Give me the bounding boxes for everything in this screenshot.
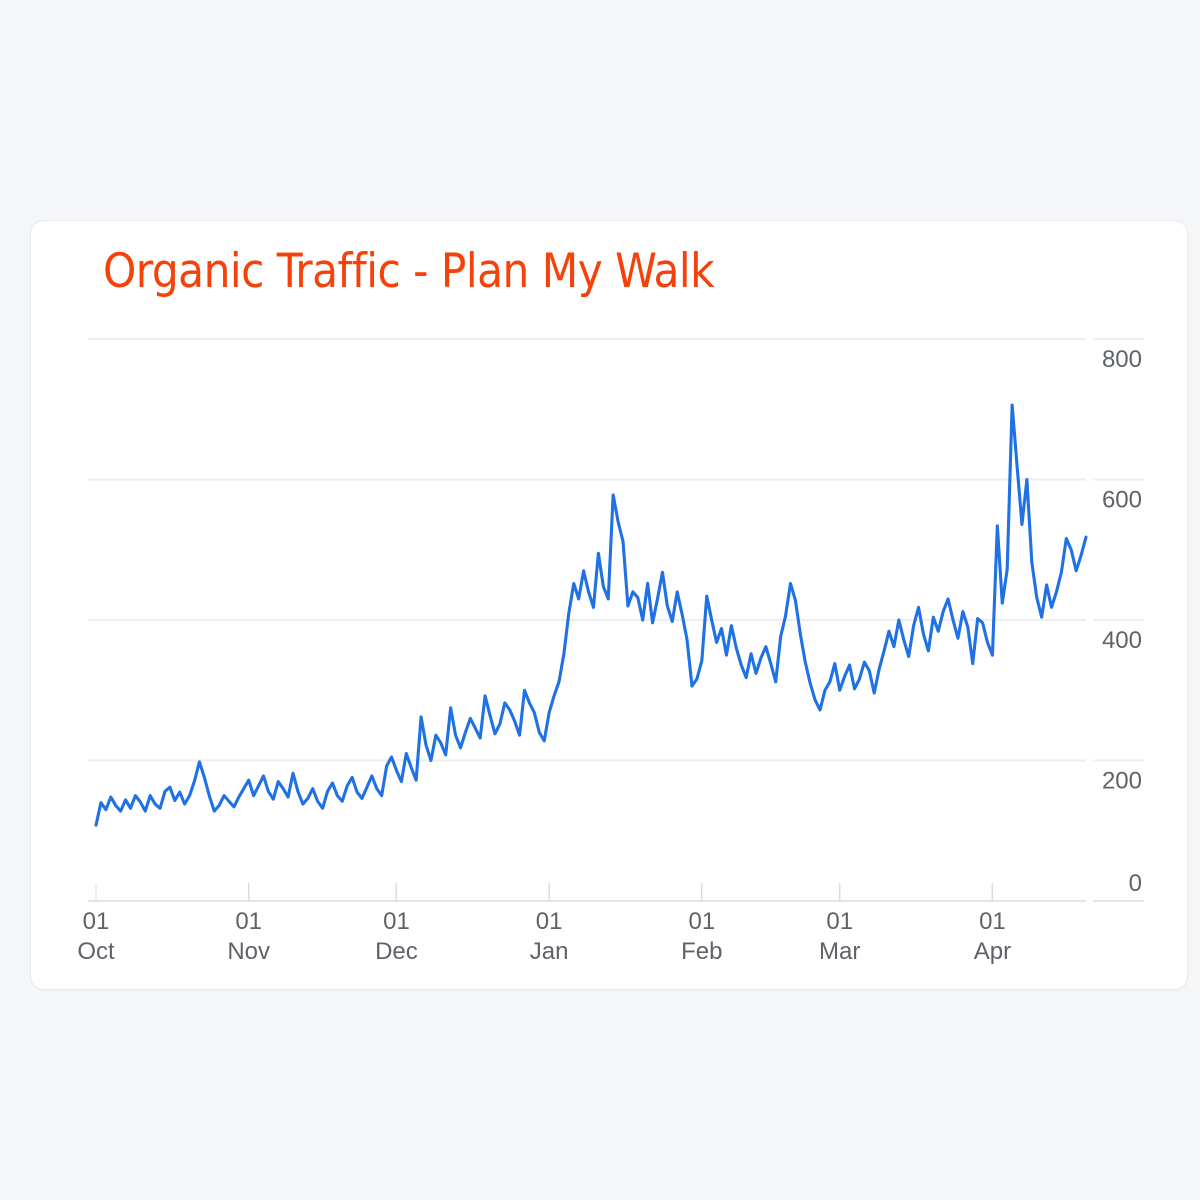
xaxis-tick-month: Feb	[681, 938, 722, 965]
xaxis-tick-month: Nov	[227, 938, 270, 965]
xaxis-tick-day: 01	[235, 908, 262, 935]
xaxis-tickmarks-group	[95, 883, 994, 901]
yaxis-tick-label: 0	[1129, 870, 1142, 897]
xaxis-tick-day: 01	[826, 908, 853, 935]
chart-plot-area: 0 200 400 600 800 01 Oct 01 Nov 01 Dec 01 Jan 01 Feb 0…	[31, 221, 1187, 989]
xaxis-tick-day: 01	[83, 908, 110, 935]
yaxis-tick-label: 600	[1102, 487, 1142, 514]
organic-traffic-line	[94, 403, 1088, 827]
yaxis-tick-label: 400	[1102, 627, 1142, 654]
xaxis-tick-day: 01	[536, 908, 563, 935]
xaxis-tick-day: 01	[383, 908, 410, 935]
xaxis-labels-group: 01 Oct 01 Nov 01 Dec 01 Jan 01 Feb 01 Mar 01 Apr	[77, 908, 1011, 965]
xaxis-tick-month: Jan	[530, 938, 569, 965]
xaxis-tick-month: Apr	[974, 938, 1011, 965]
chart-title: Organic Traffic - Plan My Walk	[103, 244, 715, 299]
xaxis-tick-day: 01	[979, 908, 1006, 935]
xaxis-tick-month: Dec	[375, 938, 418, 965]
yaxis-tick-label: 200	[1102, 768, 1142, 795]
xaxis-tick-month: Mar	[819, 938, 860, 965]
gridlines-group	[88, 338, 1144, 902]
yaxis-tick-label: 800	[1102, 346, 1142, 373]
xaxis-tick-month: Oct	[77, 938, 115, 965]
xaxis-tick-day: 01	[688, 908, 715, 935]
yaxis-labels-group: 0 200 400 600 800	[1102, 346, 1142, 897]
chart-card: Organic Traffic - Plan My Walk 0 200 400 60…	[30, 220, 1188, 990]
